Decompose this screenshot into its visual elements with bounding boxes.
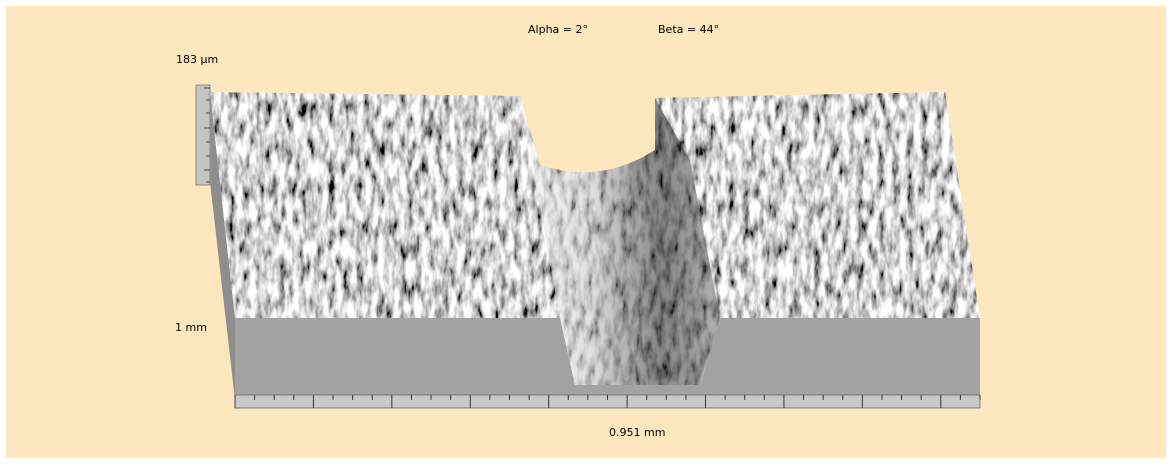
page: Alpha = 2° Beta = 44° 183 µm 1 mm 0.951 …: [0, 0, 1172, 464]
alpha-label: Alpha = 2°: [528, 23, 588, 36]
y-length-label: 1 mm: [175, 321, 207, 334]
z-max-label: 183 µm: [176, 53, 218, 66]
beta-label: Beta = 44°: [658, 23, 719, 36]
surface-view: Alpha = 2° Beta = 44° 183 µm 1 mm 0.951 …: [0, 0, 1172, 464]
x-length-label: 0.951 mm: [609, 426, 665, 439]
